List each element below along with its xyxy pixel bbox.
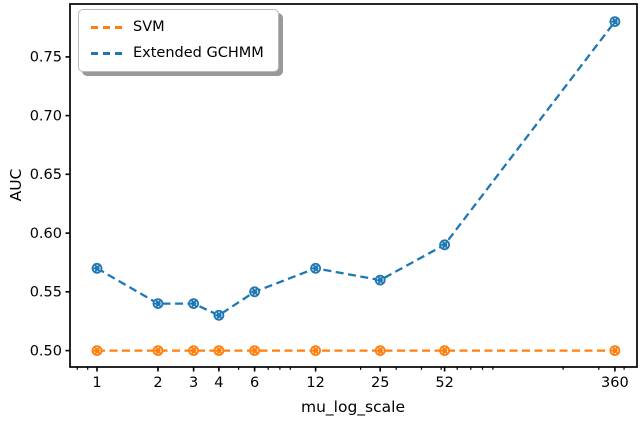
data-point-inner-ring [376, 346, 384, 355]
data-point [374, 345, 386, 356]
x-axis-tick-label: 25 [371, 375, 389, 391]
data-point-inner-ring [440, 241, 449, 249]
x-axis-label: mu_log_scale [301, 398, 405, 416]
data-point-inner-ring [440, 346, 449, 355]
data-point [609, 16, 621, 27]
x-axis-tick-label: 6 [250, 375, 259, 391]
data-point-inner-ring [250, 288, 259, 296]
data-point-inner-ring [311, 346, 320, 355]
legend: SVM Extended GCHMM [78, 9, 279, 72]
plot-frame [69, 3, 638, 368]
data-point [439, 239, 450, 251]
data-point-inner-ring [93, 346, 101, 355]
y-axis-tick-label: 0.60 [30, 226, 62, 242]
data-point [249, 345, 260, 356]
data-point-inner-ring [311, 264, 320, 272]
data-point [188, 298, 200, 309]
y-axis-tick-label: 0.55 [30, 285, 62, 301]
data-point [91, 262, 103, 274]
y-axis: 0.50 0.55 0.60 0.65 0.70 0.75 [30, 50, 70, 359]
data-point-inner-ring [93, 264, 101, 272]
data-point-inner-ring [376, 276, 384, 284]
x-axis-tick-label: 3 [189, 375, 198, 391]
data-point-inner-ring [154, 299, 162, 308]
data-point [213, 309, 225, 321]
y-axis-tick-label: 0.50 [30, 343, 62, 359]
x-axis-tick-label: 1 [92, 375, 101, 391]
y-axis-label: AUC [7, 168, 25, 202]
legend-line-sample-extended-gchmm [91, 52, 123, 55]
data-point [188, 345, 200, 356]
data-point [213, 345, 225, 356]
y-axis-tick-label: 0.75 [30, 50, 62, 66]
data-point-inner-ring [154, 346, 162, 355]
data-point [609, 345, 621, 356]
legend-item-svm: SVM [91, 17, 264, 38]
x-axis-tick-label: 52 [435, 375, 453, 391]
data-point-inner-ring [250, 346, 259, 355]
y-axis-tick-label: 0.70 [30, 108, 62, 124]
data-point [439, 345, 450, 356]
legend-item-extended-gchmm: Extended GCHMM [91, 43, 264, 64]
data-point [249, 286, 260, 298]
data-point-inner-ring [215, 346, 223, 355]
data-point-inner-ring [611, 346, 619, 355]
legend-label-svm: SVM [133, 19, 165, 36]
data-point-inner-ring [215, 311, 223, 319]
series-svm [91, 345, 621, 356]
data-point-inner-ring [611, 17, 619, 26]
data-point [374, 274, 386, 286]
data-point [310, 262, 321, 274]
data-point [152, 345, 164, 356]
x-axis: 1 2 3 4 6 12 25 52 360 [76, 367, 629, 391]
data-point [310, 345, 321, 356]
data-point-inner-ring [189, 299, 198, 308]
legend-label-extended-gchmm: Extended GCHMM [133, 45, 264, 62]
y-axis-tick-label: 0.65 [30, 167, 62, 183]
data-point [91, 345, 103, 356]
series-extended-gchmm [91, 16, 621, 321]
x-axis-tick-label: 360 [601, 375, 629, 391]
data-point-inner-ring [189, 346, 198, 355]
x-axis-tick-label: 12 [306, 375, 324, 391]
data-point [152, 298, 164, 309]
x-axis-tick-label: 2 [153, 375, 162, 391]
legend-line-sample-svm [91, 26, 123, 29]
x-axis-tick-label: 4 [214, 375, 223, 391]
